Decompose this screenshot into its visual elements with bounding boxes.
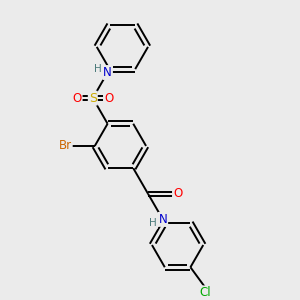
Text: Br: Br	[58, 140, 72, 152]
Text: N: N	[103, 66, 112, 79]
Text: Cl: Cl	[200, 286, 211, 299]
Text: H: H	[149, 218, 157, 228]
Text: O: O	[72, 92, 82, 105]
Text: O: O	[173, 187, 182, 200]
Text: H: H	[94, 64, 102, 74]
Text: S: S	[89, 92, 97, 105]
Text: N: N	[158, 213, 167, 226]
Text: O: O	[104, 92, 113, 105]
